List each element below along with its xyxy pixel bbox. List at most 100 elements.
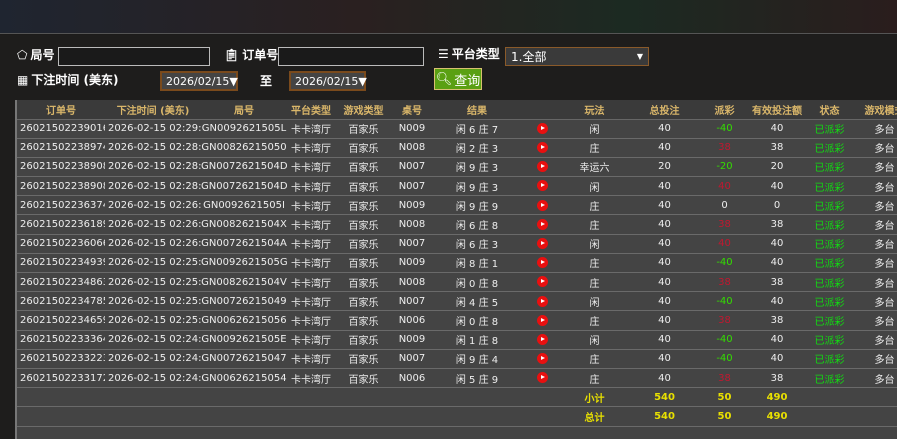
total-bet: 40 bbox=[627, 234, 702, 254]
order-id: 260215022361899 bbox=[17, 214, 105, 235]
bet-time: 2026-02-15 02:25:38 bbox=[105, 310, 201, 331]
table-row[interactable]: 2602150223478572026-02-15 02:25:43GN0072… bbox=[17, 291, 897, 312]
round-id: GN00726215047 bbox=[201, 349, 287, 369]
play-icon[interactable] bbox=[536, 353, 548, 365]
play-icon[interactable] bbox=[536, 122, 548, 134]
platform-select[interactable]: 1.全部 ▼ bbox=[505, 47, 649, 66]
play-icon[interactable] bbox=[536, 161, 548, 173]
replay-button[interactable] bbox=[522, 349, 562, 369]
play-icon[interactable] bbox=[536, 276, 548, 288]
result: 闲 9 庄 4 bbox=[432, 349, 522, 369]
play-icon[interactable] bbox=[536, 199, 548, 211]
game-type: 百家乐 bbox=[335, 138, 392, 158]
replay-button[interactable] bbox=[522, 291, 562, 312]
replay-button[interactable] bbox=[522, 157, 562, 178]
status: 已派彩 bbox=[807, 310, 852, 331]
play-icon[interactable] bbox=[536, 142, 548, 154]
order-id: 260215022349398 bbox=[17, 253, 105, 274]
table-row[interactable]: 2602150223465972026-02-15 02:25:38GN0062… bbox=[17, 310, 897, 331]
table-row[interactable]: 2602150223637402026-02-15 02:26:55GN0092… bbox=[17, 195, 897, 216]
replay-button[interactable] bbox=[522, 195, 562, 216]
table-header: 订单号 下注时间 (美东) 局号 平台类型 游戏类型 桌号 结果 玩法 总投注 派彩 有效投注额 状态… bbox=[17, 100, 897, 120]
total-valid: 490 bbox=[747, 406, 807, 427]
status: 已派彩 bbox=[807, 330, 852, 350]
table-row[interactable]: 2602150223890822026-02-15 02:28:55GN0072… bbox=[17, 157, 897, 178]
subtotal-row: 小计 540 50 490 bbox=[17, 387, 897, 408]
table-row[interactable]: 2602150223336402026-02-15 02:24:34GN0092… bbox=[17, 330, 897, 350]
game-mode: 多台 bbox=[852, 195, 897, 216]
round-id: GN0092621505I bbox=[201, 195, 287, 216]
play-icon[interactable] bbox=[536, 333, 548, 345]
platform: 卡卡湾厅 bbox=[287, 157, 335, 178]
replay-button[interactable] bbox=[522, 176, 562, 197]
platform: 卡卡湾厅 bbox=[287, 253, 335, 274]
date-from-picker[interactable]: 2026/02/15 ▼ bbox=[160, 71, 238, 91]
background-banner bbox=[0, 0, 897, 34]
table-row[interactable]: 2602150223317242026-02-15 02:24:25GN0062… bbox=[17, 368, 897, 389]
play-icon[interactable] bbox=[536, 295, 548, 307]
play-icon[interactable] bbox=[536, 257, 548, 269]
replay-button[interactable] bbox=[522, 234, 562, 254]
play-icon[interactable] bbox=[536, 218, 548, 230]
platform: 卡卡湾厅 bbox=[287, 176, 335, 197]
valid-bet: 40 bbox=[747, 330, 807, 350]
total-bet: 40 bbox=[627, 253, 702, 274]
game-type: 百家乐 bbox=[335, 272, 392, 293]
table-row[interactable]: 2602150223322332026-02-15 02:24:28GN0072… bbox=[17, 349, 897, 369]
game-type: 百家乐 bbox=[335, 253, 392, 274]
table-row[interactable]: 2602150223618992026-02-15 02:26:47GN0082… bbox=[17, 214, 897, 235]
round-input[interactable] bbox=[58, 47, 210, 66]
replay-button[interactable] bbox=[522, 119, 562, 139]
play-icon[interactable] bbox=[536, 314, 548, 326]
date-to-picker[interactable]: 2026/02/15 ▼ bbox=[289, 71, 367, 91]
table-row[interactable]: 2602150223901632026-02-15 02:29:00GN0092… bbox=[17, 119, 897, 139]
bet-time: 2026-02-15 02:26:55 bbox=[105, 195, 201, 216]
play-icon[interactable] bbox=[536, 237, 548, 249]
replay-button[interactable] bbox=[522, 214, 562, 235]
replay-button[interactable] bbox=[522, 330, 562, 350]
play-icon[interactable] bbox=[536, 372, 548, 384]
bet-type: 幸运六 bbox=[562, 157, 627, 178]
replay-button[interactable] bbox=[522, 272, 562, 293]
tag-icon: ⬠ bbox=[17, 47, 28, 62]
table-row[interactable]: 2602150223897432026-02-15 02:28:58GN0082… bbox=[17, 138, 897, 158]
bet-type: 闲 bbox=[562, 291, 627, 312]
table-no: N006 bbox=[392, 368, 432, 389]
bet-time: 2026-02-15 02:28:55 bbox=[105, 176, 201, 197]
payout: 38 bbox=[702, 272, 747, 293]
status: 已派彩 bbox=[807, 176, 852, 197]
order-id: 260215022363740 bbox=[17, 195, 105, 216]
result: 闲 1 庄 8 bbox=[432, 330, 522, 350]
replay-button[interactable] bbox=[522, 310, 562, 331]
table-row[interactable]: 2602150223606602026-02-15 02:26:42GN0072… bbox=[17, 234, 897, 254]
payout: -40 bbox=[702, 291, 747, 312]
valid-bet: 20 bbox=[747, 157, 807, 178]
table-row[interactable]: 2602150223486332026-02-15 02:25:46GN0082… bbox=[17, 272, 897, 293]
total-bet: 540 bbox=[627, 406, 702, 427]
play-icon[interactable] bbox=[536, 180, 548, 192]
platform: 卡卡湾厅 bbox=[287, 291, 335, 312]
replay-button[interactable] bbox=[522, 138, 562, 158]
replay-button[interactable] bbox=[522, 253, 562, 274]
order-label: 📋︎ 订单号 bbox=[224, 47, 279, 63]
replay-button[interactable] bbox=[522, 368, 562, 389]
order-id: 260215022348633 bbox=[17, 272, 105, 293]
order-input[interactable] bbox=[278, 47, 424, 66]
bet-time: 2026-02-15 02:24:34 bbox=[105, 330, 201, 350]
platform: 卡卡湾厅 bbox=[287, 310, 335, 331]
game-mode: 多台 bbox=[852, 368, 897, 389]
bet-type: 闲 bbox=[562, 119, 627, 139]
total-bet: 40 bbox=[627, 195, 702, 216]
total-bet: 40 bbox=[627, 330, 702, 350]
column-header: 玩法 bbox=[562, 100, 627, 120]
bet-type: 闲 bbox=[562, 330, 627, 350]
table-row[interactable]: 2602150223890812026-02-15 02:28:55GN0072… bbox=[17, 176, 897, 197]
total-payout: 50 bbox=[702, 406, 747, 427]
total-row: 总计 540 50 490 bbox=[17, 406, 897, 427]
total-bet: 40 bbox=[627, 119, 702, 139]
table-row[interactable]: 2602150223493982026-02-15 02:25:49GN0092… bbox=[17, 253, 897, 274]
empty-row bbox=[17, 426, 897, 439]
result: 闲 9 庄 3 bbox=[432, 176, 522, 197]
valid-bet: 40 bbox=[747, 253, 807, 274]
search-button[interactable]: 🔍︎ 查询 bbox=[434, 68, 482, 90]
